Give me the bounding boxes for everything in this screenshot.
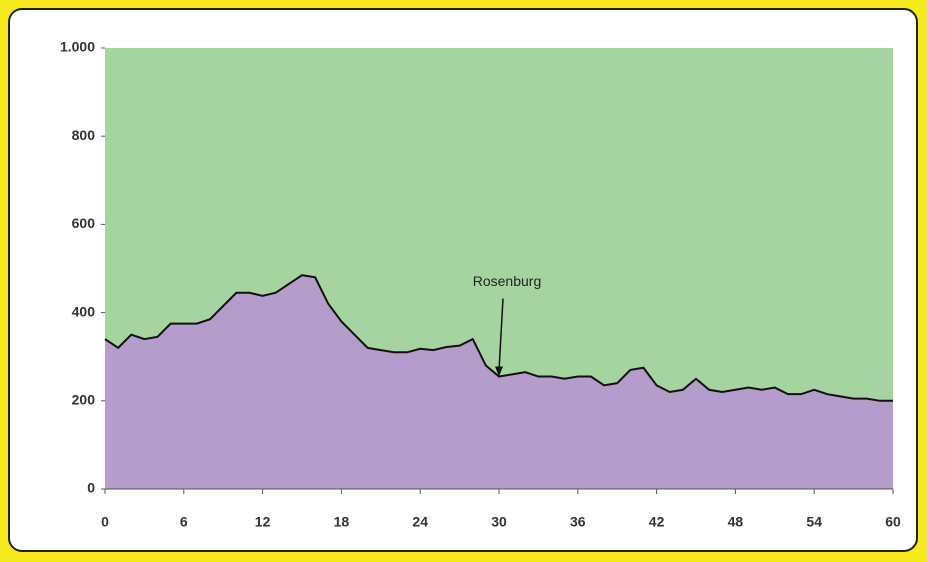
annotation: Rosenburg — [473, 273, 542, 289]
x-tick-label: 60 — [885, 514, 901, 530]
x-tick-label: 0 — [101, 514, 109, 530]
area — [105, 275, 893, 489]
y-tick-label: 400 — [72, 303, 96, 319]
x-tick-label: 30 — [491, 514, 507, 530]
annotation-arrow — [498, 298, 504, 371]
arrow-head — [495, 366, 503, 377]
x-tick-label: 24 — [412, 514, 428, 530]
y-tick-label: 800 — [72, 127, 96, 143]
x-tick-label: 6 — [180, 514, 188, 530]
y-tick-label: 1.000 — [60, 39, 95, 55]
x-tick-label: 36 — [570, 514, 586, 530]
y-tick-label: 0 — [87, 480, 95, 496]
x-tick-label: 54 — [806, 514, 822, 530]
y-tick-label: 600 — [72, 215, 96, 231]
x-tick-label: 42 — [649, 514, 665, 530]
x-tick-label: 18 — [334, 514, 350, 530]
x-tick-label: 48 — [728, 514, 744, 530]
x-tick-label: 12 — [255, 514, 271, 530]
y-tick-label: 200 — [72, 392, 96, 408]
